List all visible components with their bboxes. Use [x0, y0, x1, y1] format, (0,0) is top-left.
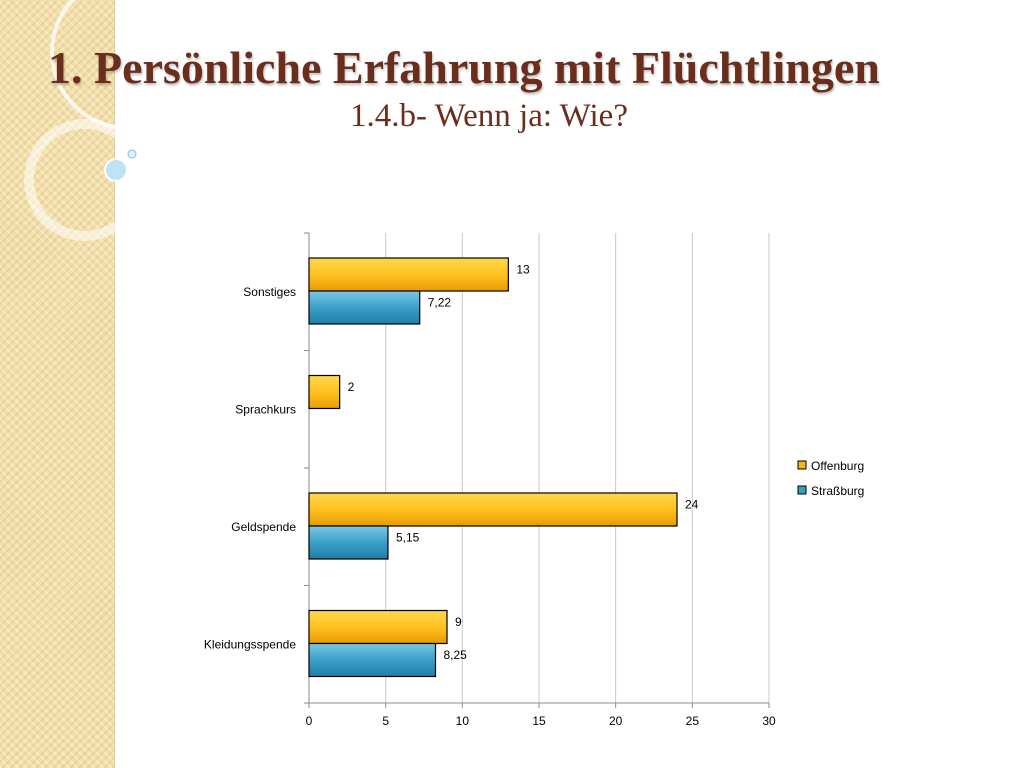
x-tick-label: 30 — [762, 714, 776, 728]
slide-subtitle: 1.4.b- Wenn ja: Wie? — [350, 98, 628, 134]
legend-label: Straßburg — [811, 484, 864, 498]
bar-strassburg — [308, 290, 421, 325]
category-label: Sonstiges — [243, 285, 296, 299]
data-label: 8,25 — [444, 648, 468, 662]
legend-swatch — [797, 485, 807, 495]
decorative-rings — [24, 0, 200, 241]
x-tick-label: 20 — [609, 714, 623, 728]
label-layer: 0 5 10 15 20 25 30 Sonstiges 13 7,22 Sprachkurs 2 Ge… — [204, 263, 776, 729]
bar-layer — [308, 257, 678, 678]
slide-title: 1. Persönliche Erfahrung mit Flüchtlinge… — [48, 42, 880, 93]
legend-swatch — [797, 460, 807, 470]
category-label: Kleidungsspende — [204, 637, 296, 651]
bar-offenburg — [308, 492, 678, 527]
bubble-small — [127, 149, 137, 159]
category-label: Geldspende — [231, 520, 296, 534]
data-label: 7,22 — [428, 296, 452, 310]
x-tick-label: 0 — [306, 714, 313, 728]
x-tick-label: 25 — [686, 714, 700, 728]
bubble-large — [104, 158, 128, 182]
data-label: 13 — [516, 263, 530, 277]
x-tick-label: 5 — [382, 714, 389, 728]
ring-medium — [24, 119, 146, 241]
bar-strassburg — [308, 642, 437, 678]
data-label: 9 — [455, 615, 462, 629]
title-block: 1. Persönliche Erfahrung mit Flüchtlinge… — [48, 40, 1008, 136]
bar-offenburg — [308, 257, 509, 292]
data-label: 5,15 — [396, 531, 420, 545]
bar-offenburg — [308, 374, 341, 410]
category-label: Sprachkurs — [235, 402, 296, 416]
ring-large — [50, 0, 200, 130]
data-label: 24 — [685, 498, 699, 512]
legend: Offenburg Straßburg — [797, 459, 864, 498]
legend-label: Offenburg — [811, 459, 864, 473]
bar-strassburg — [308, 525, 389, 560]
data-label: 2 — [348, 380, 355, 394]
bar-offenburg — [308, 609, 448, 645]
x-tick-label: 15 — [532, 714, 546, 728]
x-tick-label: 10 — [456, 714, 470, 728]
